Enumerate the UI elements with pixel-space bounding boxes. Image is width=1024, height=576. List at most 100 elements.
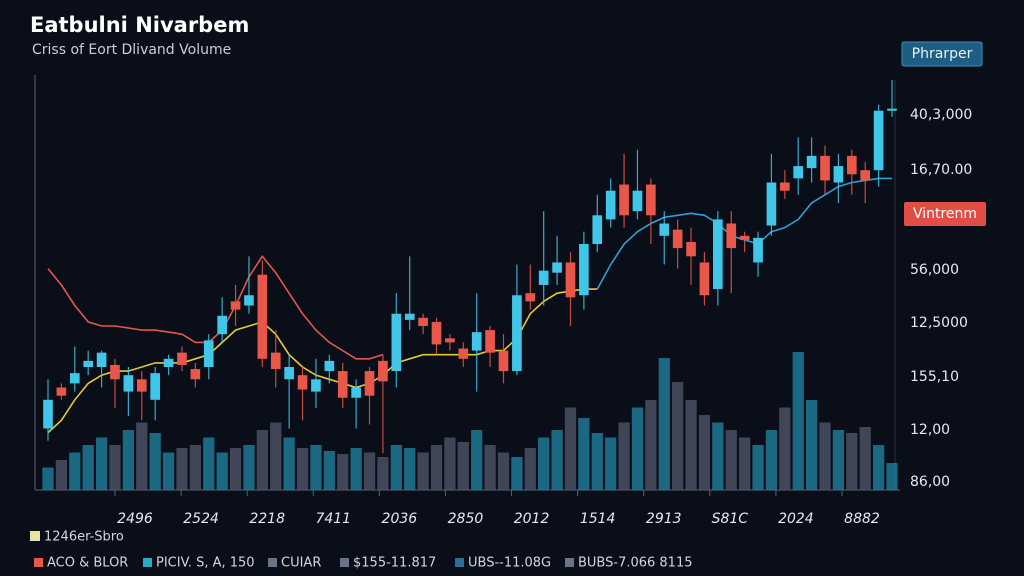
candle-body bbox=[431, 321, 442, 345]
volume-bar bbox=[578, 418, 590, 490]
volume-bar bbox=[444, 437, 456, 490]
candle-body bbox=[686, 241, 696, 257]
candle-body bbox=[404, 313, 415, 320]
x-label: 2496 bbox=[117, 511, 153, 527]
volume-bar bbox=[283, 437, 295, 490]
volume-bar bbox=[698, 415, 711, 490]
candle-body bbox=[230, 301, 241, 310]
candle-body bbox=[418, 317, 428, 326]
candle-body bbox=[445, 338, 455, 343]
candle-body bbox=[110, 364, 120, 380]
legend-swatch bbox=[268, 558, 277, 567]
volume-bar bbox=[430, 445, 443, 490]
volume-bar bbox=[189, 445, 201, 490]
volume-bar bbox=[42, 467, 54, 490]
volume-bar bbox=[216, 452, 228, 490]
candle-body bbox=[699, 262, 710, 296]
legend-label: ACO & BLOR bbox=[47, 556, 128, 571]
volume-bar bbox=[618, 422, 630, 490]
candle-body bbox=[565, 262, 576, 298]
legend-label: BUBS-7.066 8115 bbox=[578, 556, 693, 571]
y-label: 40,3,000 bbox=[910, 107, 972, 123]
volume-bar bbox=[832, 430, 845, 490]
volume-bar bbox=[122, 430, 135, 490]
y-label: 12,00 bbox=[910, 422, 950, 438]
volume-bar bbox=[243, 445, 255, 490]
candle-body bbox=[69, 373, 80, 384]
volume-bar bbox=[685, 400, 697, 490]
button[interactable]: Phrarper bbox=[912, 46, 973, 62]
volume-bar bbox=[739, 437, 751, 490]
x-label: 7411 bbox=[315, 511, 351, 527]
volume-bar bbox=[725, 430, 737, 490]
volume-bar bbox=[538, 437, 550, 490]
candle-body bbox=[351, 387, 361, 398]
legend-label: $155-11.817 bbox=[353, 556, 436, 571]
candle-body bbox=[873, 110, 884, 171]
button-bg[interactable] bbox=[901, 41, 983, 67]
legend-swatch bbox=[455, 558, 464, 567]
x-label: 2850 bbox=[448, 511, 484, 527]
legend-label: CUIAR bbox=[281, 556, 321, 571]
candle-body bbox=[538, 270, 549, 285]
candle-body bbox=[270, 352, 281, 370]
candle-body bbox=[846, 155, 857, 175]
volume-bar bbox=[605, 437, 617, 490]
candle-body bbox=[726, 223, 737, 249]
candle-body bbox=[766, 182, 777, 226]
volume-bar bbox=[805, 400, 818, 490]
volume-bar bbox=[404, 448, 416, 490]
candle-body bbox=[203, 340, 214, 367]
volume-bar bbox=[270, 422, 282, 490]
candle-body bbox=[820, 155, 830, 181]
volume-bar bbox=[417, 452, 429, 490]
candle-body bbox=[485, 330, 495, 353]
legend-title-swatch bbox=[30, 531, 40, 541]
legend-label: UBS--11.08G bbox=[468, 556, 551, 571]
legend-swatch bbox=[143, 558, 152, 567]
volume-bar bbox=[176, 448, 188, 490]
volume-bar bbox=[564, 407, 577, 490]
volume-bar bbox=[310, 445, 322, 490]
legend-swatch bbox=[34, 558, 43, 567]
candle-body bbox=[96, 352, 107, 367]
y-label: 155,10 bbox=[910, 369, 959, 385]
chart-subtitle: Criss of Eort Dlivand Volume bbox=[32, 42, 231, 58]
moving-average-line bbox=[47, 254, 384, 360]
candle-body bbox=[244, 295, 254, 306]
legend-title: 1246er-Sbro bbox=[44, 530, 124, 545]
volume-bar bbox=[55, 460, 68, 490]
candle-body bbox=[579, 244, 589, 296]
candle-body bbox=[498, 350, 509, 372]
candle-body bbox=[860, 170, 871, 181]
candle-body bbox=[713, 219, 723, 290]
candle-body bbox=[190, 369, 201, 380]
candle-body bbox=[646, 184, 656, 216]
volume-bar bbox=[645, 400, 657, 490]
legend-swatch bbox=[340, 558, 349, 567]
candle-body bbox=[257, 274, 268, 359]
y-label: 86,00 bbox=[910, 474, 950, 490]
volume-bar bbox=[524, 448, 536, 490]
volume-bar bbox=[229, 448, 242, 490]
x-label: 8882 bbox=[844, 511, 880, 527]
moving-average-line bbox=[47, 288, 598, 434]
volume-bar bbox=[337, 454, 349, 490]
volume-bar bbox=[872, 445, 885, 490]
candle-body bbox=[659, 223, 670, 236]
legend-label: PICIV. S, A, 150 bbox=[156, 556, 255, 571]
candle-body bbox=[739, 235, 750, 240]
candle-body bbox=[887, 108, 897, 111]
candle-body bbox=[163, 358, 174, 367]
volume-bar bbox=[631, 407, 644, 490]
volume-bar bbox=[471, 430, 483, 490]
volume-bar bbox=[658, 358, 670, 490]
y-label: 16,70.00 bbox=[910, 162, 972, 178]
candle-body bbox=[83, 360, 94, 367]
candle-body bbox=[672, 229, 683, 249]
x-label: 2036 bbox=[382, 511, 418, 527]
candle-body bbox=[217, 315, 227, 335]
candle-body bbox=[324, 360, 335, 372]
candle-body bbox=[592, 215, 603, 244]
